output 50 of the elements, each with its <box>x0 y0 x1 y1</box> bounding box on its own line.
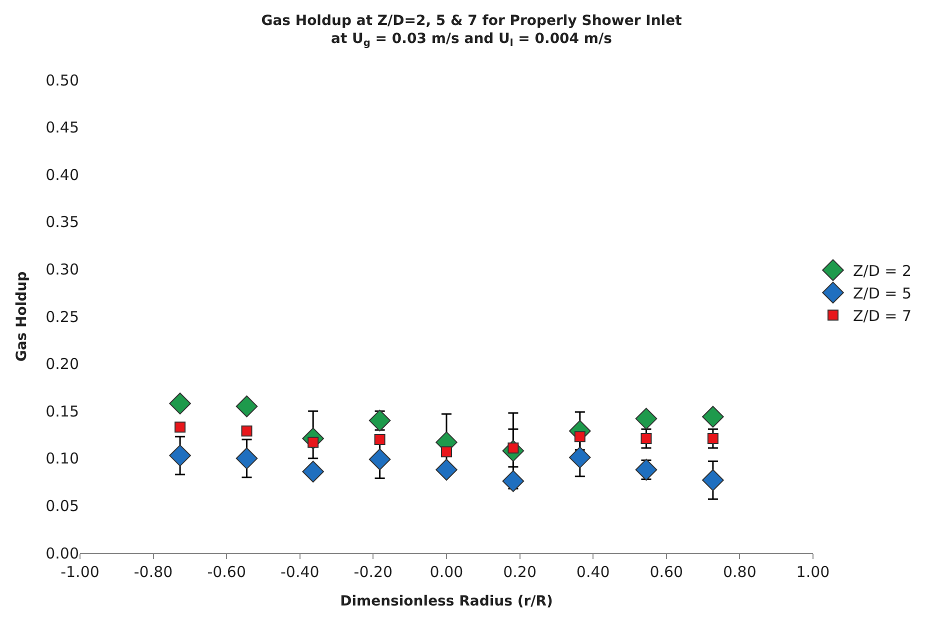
point <box>707 433 718 444</box>
point <box>702 469 724 492</box>
y-tick-label: 0.15 <box>46 402 79 420</box>
y-tick-label: 0.30 <box>46 260 79 278</box>
point <box>169 392 191 414</box>
point <box>635 408 658 430</box>
x-tick-label: -0.20 <box>354 563 393 581</box>
x-tick-label: 0.60 <box>650 563 684 581</box>
y-tick-label: 0.25 <box>46 308 79 326</box>
point <box>436 458 458 481</box>
y-tick-label: 0.05 <box>46 496 79 515</box>
x-tick-label: 0.00 <box>430 563 464 581</box>
point <box>236 395 258 418</box>
point <box>502 470 524 492</box>
x-tick-label: 0.20 <box>503 563 537 581</box>
y-tick-label: 0.45 <box>46 118 79 137</box>
point <box>169 444 191 466</box>
chart-subtitle: at U$_{g}$ = 0.03 m/s and U$_{l}$ = 0.004 m/s <box>331 31 612 50</box>
y-tick-label: 0.40 <box>46 166 79 184</box>
point <box>441 446 452 458</box>
x-tick-label: 0.40 <box>576 563 610 581</box>
y-tick-label: 0.20 <box>46 355 79 374</box>
point <box>368 448 391 470</box>
x-tick-label: -0.60 <box>207 563 246 581</box>
point <box>302 460 324 483</box>
x-tick-label: -0.40 <box>280 563 320 581</box>
point <box>635 458 658 481</box>
x-tick-label: -1.00 <box>60 563 100 581</box>
point <box>236 448 258 470</box>
point <box>374 434 386 445</box>
y-tick-label: 0.10 <box>46 450 79 468</box>
point <box>574 431 586 442</box>
legend-label: Z/D = 5 <box>853 284 912 302</box>
point <box>702 406 724 428</box>
y-tick-label: 0.00 <box>46 544 79 562</box>
point <box>569 446 591 468</box>
x-tick-label: -0.80 <box>134 563 173 581</box>
chart-title: Gas Holdup at Z/D=2, 5 & 7 for Properly Shower Inlet <box>261 12 682 29</box>
x-axis-title: Dimensionless Radius (r/R) <box>340 593 553 610</box>
x-tick-label: 1.00 <box>796 563 830 581</box>
legend-label: Z/D = 7 <box>853 306 912 325</box>
y-tick-label: 0.35 <box>46 213 79 232</box>
legend-label: Z/D = 2 <box>853 262 912 280</box>
point <box>241 425 252 436</box>
point <box>174 422 186 433</box>
y-axis-title: Gas Holdup <box>14 271 30 362</box>
point <box>368 410 391 432</box>
x-tick-label: 0.80 <box>722 563 756 581</box>
y-tick-label: 0.50 <box>46 71 79 90</box>
point <box>640 433 652 444</box>
